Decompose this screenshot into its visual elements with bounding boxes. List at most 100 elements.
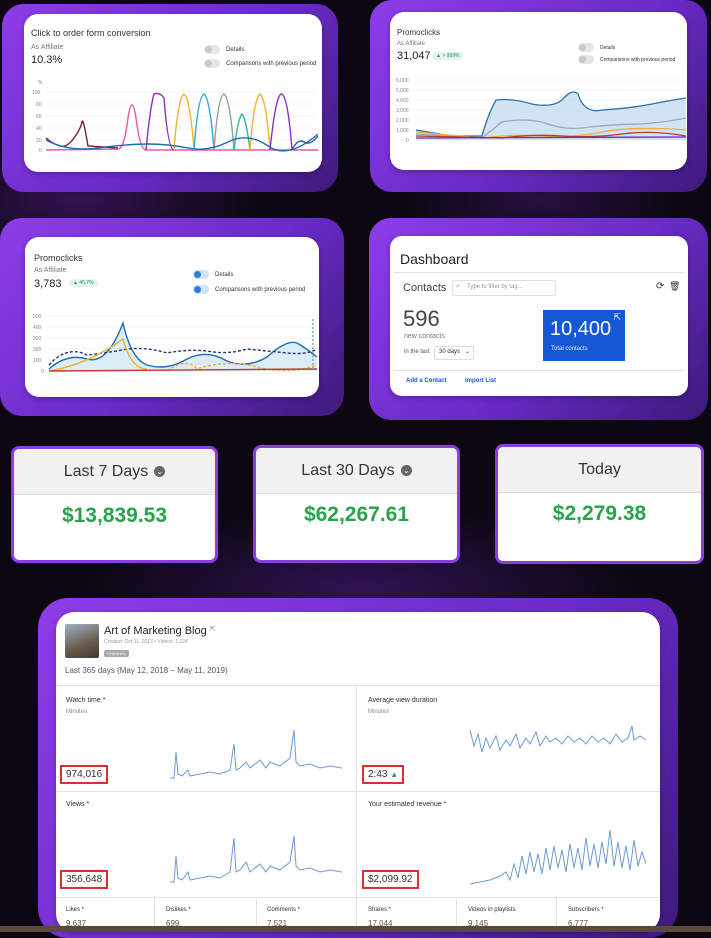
divider <box>394 370 684 371</box>
views-label: Views * <box>66 801 90 808</box>
toggle-switch[interactable] <box>193 285 209 294</box>
svg-text:2,000: 2,000 <box>396 118 409 124</box>
grid-line <box>456 898 457 932</box>
panel-subtitle: As Affiliate <box>31 44 64 51</box>
stat-header[interactable]: Last 30 Days ⌄ <box>256 448 457 494</box>
svg-text:500: 500 <box>33 314 42 320</box>
revenue-label: Your estimated revenue * <box>368 801 447 808</box>
y-axis-ticks: 500 400 300 200 100 0 <box>33 314 44 375</box>
promoclicks-chart-1: 6,000 5,000 4,000 3,000 2,000 1,000 0 <box>396 78 686 144</box>
y-unit: % <box>38 80 43 86</box>
stat-amount: $13,839.53 <box>61 504 168 527</box>
change-badge: ▲ > 999% <box>432 52 464 60</box>
bottom-bar <box>0 926 711 932</box>
y-axis-ticks: 6,000 5,000 4,000 3,000 2,000 1,000 0 <box>396 78 409 144</box>
chevron-down-icon: ⌄ <box>464 349 470 355</box>
channel-name: Art of Marketing Blog <box>104 625 207 637</box>
contacts-label: Contacts <box>403 282 447 294</box>
svg-text:6,000: 6,000 <box>396 78 409 84</box>
tag-icon: ⌕ <box>456 283 460 290</box>
external-link-icon[interactable]: ⇱ <box>613 312 621 322</box>
svg-text:100: 100 <box>32 90 41 96</box>
trash-icon[interactable]: 🗑 <box>669 281 681 291</box>
grid-line <box>154 898 155 932</box>
panel-value: 31,047 <box>397 50 431 62</box>
svg-text:0: 0 <box>406 138 409 144</box>
toggle-details[interactable]: Details <box>193 270 233 279</box>
toggle-switch[interactable] <box>193 270 209 279</box>
add-contact-link[interactable]: Add a Contact <box>406 378 447 384</box>
grid-line <box>56 791 660 792</box>
watch-time-unit: Minutes <box>66 709 88 715</box>
panel-value: 3,783 <box>34 278 62 290</box>
grid-line <box>256 898 257 932</box>
trend-up-icon: ▲ <box>390 770 399 779</box>
svg-text:40: 40 <box>36 126 42 132</box>
toggle-switch[interactable] <box>578 43 594 52</box>
conversion-chart: % 100 80 60 40 20 0 <box>32 80 318 154</box>
watch-time-value: 974,016 <box>60 765 109 784</box>
promoclicks-panel-1: Promoclicks As Affiliate 31,047 ▲ > 999%… <box>390 12 687 170</box>
period-select[interactable]: 30 days ⌄ <box>434 346 474 360</box>
total-contacts-card[interactable]: 10,400 Total contacts ⇱ <box>543 310 625 361</box>
date-range: Last 365 days (May 12, 2018 – May 11, 20… <box>65 666 228 675</box>
toggle-details[interactable]: Details <box>204 45 244 54</box>
svg-text:400: 400 <box>33 325 42 331</box>
svg-text:4,000: 4,000 <box>396 98 409 104</box>
watch-time-label: Watch time * <box>66 697 106 704</box>
svg-text:1,000: 1,000 <box>396 128 409 134</box>
channel-meta: Created: Oct 11, 2013 • Videos: 1,224 <box>104 639 188 645</box>
stat-amount: $62,267.61 <box>303 503 410 526</box>
external-link-icon[interactable]: ⇱ <box>210 626 216 633</box>
toggle-switch[interactable] <box>578 55 594 64</box>
promoclicks-panel-2: Promoclicks As Affiliate 3,783 ▲ 45.7% D… <box>25 237 319 397</box>
channel-tag: CHANNEL <box>104 650 130 657</box>
panel-value: 10.3% <box>31 54 63 66</box>
svg-text:200: 200 <box>33 347 42 353</box>
change-badge: ▲ 45.7% <box>69 279 98 287</box>
svg-text:300: 300 <box>33 336 42 342</box>
refresh-icon[interactable]: ⟳ <box>656 281 665 292</box>
stat-today: Today $2,279.38 <box>495 444 704 564</box>
toggle-details[interactable]: Details <box>578 43 615 52</box>
analytics-panel: Art of Marketing Blog ⇱ Created: Oct 11,… <box>56 612 660 932</box>
in-last-label: in the last <box>404 349 430 355</box>
views-value: 356,648 <box>60 870 109 889</box>
svg-text:0: 0 <box>41 369 44 375</box>
svg-text:100: 100 <box>33 358 42 364</box>
watch-time-sparkline <box>170 729 342 779</box>
avg-duration-sparkline <box>470 725 646 753</box>
stat-amount: $2,279.38 <box>552 502 647 525</box>
toggle-compare[interactable]: Comparisons with previous period <box>204 59 316 68</box>
revenue-sparkline <box>470 829 646 885</box>
dashboard-panel: Dashboard Contacts ⌕ Type to filter by t… <box>390 236 688 396</box>
y-axis-ticks: 100 80 60 40 20 0 <box>32 90 42 154</box>
total-contacts-value: 10,400 <box>550 318 612 340</box>
new-contacts-label: new contacts <box>404 333 445 340</box>
svg-text:0: 0 <box>39 148 42 154</box>
revenue-value: $2,099.92 <box>362 870 419 889</box>
stat-last-30-days: Last 30 Days ⌄ $62,267.61 <box>253 445 460 563</box>
svg-text:5,000: 5,000 <box>396 88 409 94</box>
panel-title: Promoclicks <box>34 253 83 263</box>
tag-filter-input[interactable]: ⌕ Type to filter by tag... <box>452 280 556 296</box>
svg-text:20: 20 <box>36 138 42 144</box>
views-sparkline <box>170 835 342 883</box>
toggle-switch[interactable] <box>204 45 220 54</box>
dashboard-title: Dashboard <box>400 251 469 267</box>
toggle-switch[interactable] <box>204 59 220 68</box>
stat-header[interactable]: Last 7 Days ⌄ <box>14 449 215 495</box>
import-list-link[interactable]: Import List <box>465 378 496 384</box>
stat-header: Today <box>498 447 701 493</box>
toggle-compare[interactable]: Comparisons with previous period <box>578 55 675 64</box>
avatar <box>65 624 99 658</box>
toggle-compare[interactable]: Comparisons with previous period <box>193 285 305 294</box>
panel-title: Promoclicks <box>397 28 441 37</box>
grid-line <box>556 898 557 932</box>
stat-last-7-days: Last 7 Days ⌄ $13,839.53 <box>11 446 218 563</box>
grid-line <box>356 685 357 932</box>
svg-text:80: 80 <box>36 102 42 108</box>
chevron-down-icon: ⌄ <box>154 466 166 477</box>
panel-subtitle: As Affiliate <box>397 41 425 47</box>
new-contacts-count: 596 <box>403 306 440 331</box>
